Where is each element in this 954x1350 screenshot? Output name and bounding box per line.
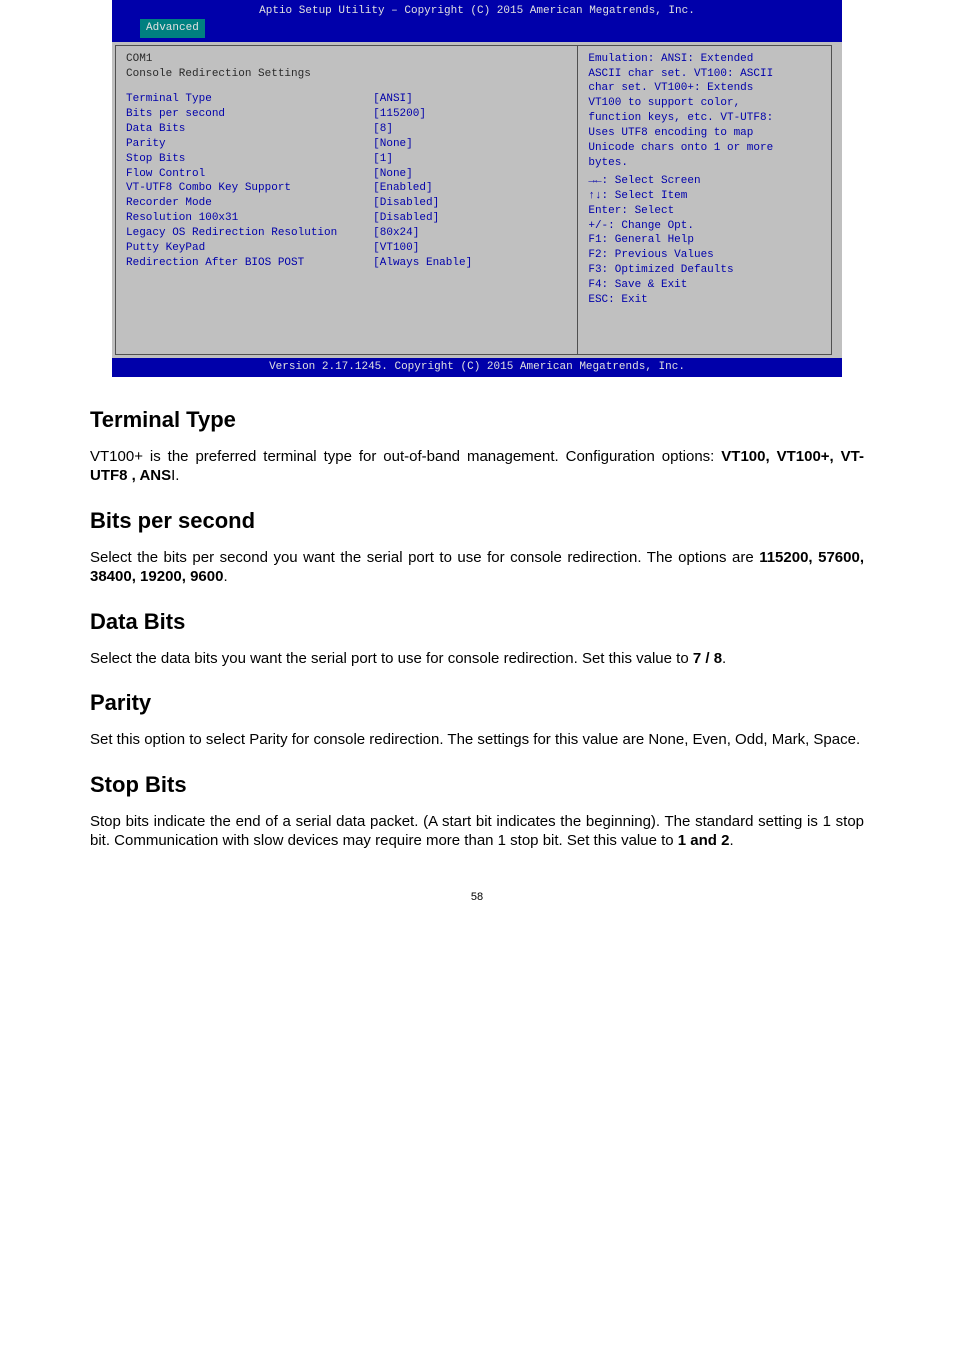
bios-tab-advanced: Advanced [140,19,205,38]
bios-header: Aptio Setup Utility – Copyright (C) 2015… [112,0,842,19]
bios-row-key: Data Bits [126,122,373,137]
heading-bits-per-second: Bits per second [90,508,864,534]
paragraph: Set this option to select Parity for con… [90,730,864,750]
paragraph: Stop bits indicate the end of a serial d… [90,812,864,851]
paragraph: Select the data bits you want the serial… [90,649,864,669]
bios-help-top: Emulation: ANSI: Extended ASCII char set… [588,52,820,171]
bios-help-bottom: →←: Select Screen ↑↓: Select Item Enter:… [588,174,820,348]
bios-row-val: [None] [373,167,567,182]
bios-row-val: [115200] [373,107,567,122]
heading-stop-bits: Stop Bits [90,772,864,798]
bios-row-key: Resolution 100x31 [126,211,373,226]
page-number: 58 [90,891,864,903]
help-line: function keys, etc. VT-UTF8: [588,111,820,126]
bios-row-val: [Disabled] [373,211,567,226]
heading-data-bits: Data Bits [90,609,864,635]
bios-console-settings: Console Redirection Settings [126,67,373,82]
bios-row-key: Stop Bits [126,152,373,167]
bios-left-panel: COM1 Console Redirection Settings Termin… [115,45,578,355]
help-line: F4: Save & Exit [588,278,820,293]
bios-row-key: Recorder Mode [126,196,373,211]
bios-footer: Version 2.17.1245. Copyright (C) 2015 Am… [112,358,842,377]
bios-row-val: [Enabled] [373,181,567,196]
bios-row-key: Redirection After BIOS POST [126,256,373,271]
help-line: ASCII char set. VT100: ASCII [588,67,820,82]
bios-right-panel: Emulation: ANSI: Extended ASCII char set… [578,45,831,355]
bios-screenshot: Aptio Setup Utility – Copyright (C) 2015… [112,0,842,377]
help-line: F2: Previous Values [588,248,820,263]
help-line: Emulation: ANSI: Extended [588,52,820,67]
bios-tabs: Advanced [112,19,842,42]
bios-row-val: [Always Enable] [373,256,567,271]
help-line: Uses UTF8 encoding to map [588,126,820,141]
bios-row-key: Flow Control [126,167,373,182]
bios-row-key: Legacy OS Redirection Resolution [126,226,373,241]
help-line: +/-: Change Opt. [588,219,820,234]
document-content: Terminal Type VT100+ is the preferred te… [90,407,864,851]
help-line: VT100 to support color, [588,96,820,111]
help-line: Enter: Select [588,204,820,219]
bios-body: COM1 Console Redirection Settings Termin… [112,42,842,358]
bios-row-key: Bits per second [126,107,373,122]
heading-terminal-type: Terminal Type [90,407,864,433]
help-line: char set. VT100+: Extends [588,81,820,96]
bios-row-val: [ANSI] [373,92,567,107]
bios-row-key: Parity [126,137,373,152]
help-line: Unicode chars onto 1 or more [588,141,820,156]
bios-row-key: Terminal Type [126,92,373,107]
help-line: ↑↓: Select Item [588,189,820,204]
help-line: ESC: Exit [588,293,820,308]
bios-row-val: [8] [373,122,567,137]
help-line: →←: Select Screen [588,174,820,189]
bios-row-val: [VT100] [373,241,567,256]
help-line: F1: General Help [588,233,820,248]
paragraph: VT100+ is the preferred terminal type fo… [90,447,864,486]
bios-row-val: [None] [373,137,567,152]
help-line: bytes. [588,156,820,171]
help-line: F3: Optimized Defaults [588,263,820,278]
bios-row-val: [Disabled] [373,196,567,211]
bios-row-key: Putty KeyPad [126,241,373,256]
bios-row-val: [1] [373,152,567,167]
bios-row-key: VT-UTF8 Combo Key Support [126,181,373,196]
heading-parity: Parity [90,690,864,716]
bios-com1: COM1 [126,52,373,67]
bios-row-val: [80x24] [373,226,567,241]
paragraph: Select the bits per second you want the … [90,548,864,587]
